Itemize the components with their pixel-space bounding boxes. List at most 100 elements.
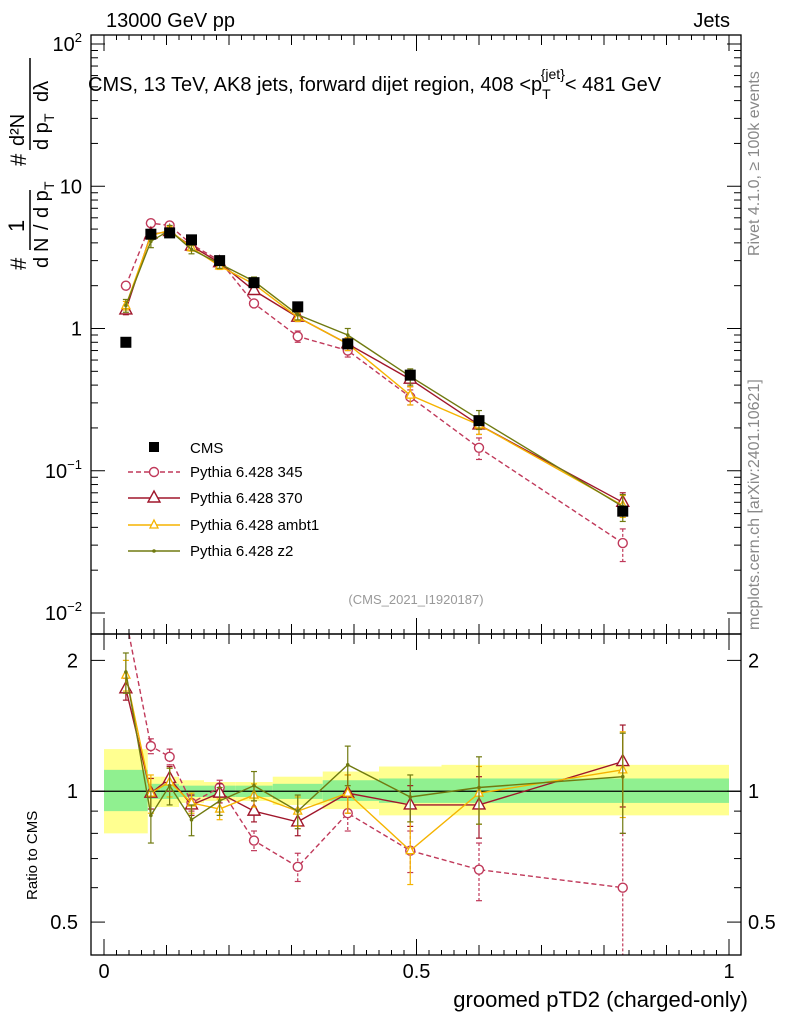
ratio-y-tick-label-left: 1 (67, 781, 78, 803)
analysis-watermark: (CMS_2021_I1920187) (348, 592, 483, 607)
ratio-marker (473, 864, 485, 875)
legend-marker-cms (149, 442, 159, 452)
ratio-marker (408, 795, 413, 799)
main-marker (248, 298, 260, 309)
ratio-marker (167, 783, 172, 788)
main-marker (292, 331, 303, 342)
main-y-tick-label: 1 (71, 319, 82, 341)
ratio-marker (617, 882, 628, 893)
x-axis-label: groomed pTD2 (charged-only) (453, 987, 748, 1012)
cms-data-point (145, 228, 157, 240)
legend-label-345: Pythia 6.428 345 (190, 464, 303, 481)
ratio-y-tick-label-right: 2 (748, 650, 759, 672)
ratio-errorbar (294, 852, 301, 883)
legend-label-370: Pythia 6.428 370 (190, 490, 303, 507)
main-marker (149, 239, 153, 244)
energy-label: 13000 GeV pp (106, 10, 235, 32)
x-tick-label: 1 (723, 961, 734, 983)
svg-text:d p: d p (31, 122, 53, 150)
ratio-errorbar (476, 756, 482, 825)
main-marker (345, 333, 350, 337)
main-y-tick-label: 10−1 (45, 457, 82, 483)
ratio-errorbar (123, 611, 129, 626)
ratio-marker (124, 670, 128, 674)
ratio-marker (246, 802, 262, 816)
ratio-marker (164, 751, 175, 763)
ratio-marker (189, 817, 194, 822)
ratio-line-2 (125, 674, 623, 852)
cms-data-point (473, 415, 485, 427)
ratio-marker (295, 809, 300, 813)
x-tick-label: 0.5 (403, 961, 431, 983)
main-marker (473, 442, 485, 453)
main-marker (617, 537, 628, 549)
svg-text:T: T (41, 113, 57, 122)
ratio-band-inner (104, 769, 148, 812)
x-tick-label: 0 (98, 961, 109, 983)
svg-text:T: T (41, 181, 57, 190)
cms-data-point (164, 227, 176, 239)
svg-text:N: N (31, 238, 53, 252)
ratio-y-axis-label: Ratio to CMS (24, 811, 41, 900)
cms-data-point (292, 301, 304, 313)
main-y-tick-label: 10−2 (45, 599, 82, 625)
svg-text:d²N: d²N (7, 114, 29, 146)
svg-text:#: # (6, 153, 31, 166)
ratio-errorbar (476, 842, 482, 902)
ratio-marker (248, 835, 260, 846)
svg-text:d p: d p (31, 190, 53, 218)
ratio-marker (121, 614, 130, 623)
ratio-marker (292, 861, 303, 873)
ratio-marker (345, 763, 350, 767)
main-plot-title: CMS, 13 TeV, AK8 jets, forward dijet reg… (88, 66, 662, 102)
legend-marker-z2 (152, 549, 156, 553)
ratio-marker (342, 786, 353, 797)
axes-ticks (91, 35, 741, 955)
main-marker (405, 388, 416, 399)
main-series-0 (120, 217, 628, 563)
main-marker (189, 247, 194, 252)
legend-entry-cms: CMS (149, 440, 223, 457)
legend-entry-370: Pythia 6.428 370 (128, 489, 303, 507)
ratio-y-tick-label-left: 2 (67, 650, 78, 672)
main-marker (246, 282, 262, 296)
cms-data-point (214, 255, 226, 267)
ratio-marker (477, 785, 481, 790)
ratio-marker (252, 783, 256, 788)
cms-data-point (404, 369, 416, 381)
main-series-group (118, 217, 630, 563)
ratio-marker (145, 740, 157, 752)
main-y-tick-label: 10 (60, 176, 82, 198)
cms-data-point (617, 505, 629, 517)
ratio-marker (149, 813, 153, 818)
cms-data-point (186, 234, 197, 246)
main-marker (295, 312, 300, 317)
ratio-series-3 (122, 652, 626, 844)
category-label: Jets (693, 10, 730, 32)
legend-entry-z2: Pythia 6.428 z2 (128, 543, 293, 560)
main-plot-frame (90, 34, 742, 635)
legend-marker-370 (146, 489, 162, 503)
cms-data-point (248, 277, 260, 289)
ratio-y-tick-label-right: 0.5 (748, 912, 776, 934)
main-y-tick-label: 102 (53, 30, 82, 56)
svg-text:1: 1 (4, 220, 29, 232)
svg-text:/: / (31, 224, 53, 230)
ratio-errorbar (251, 830, 257, 852)
ratio-series-group (118, 611, 630, 955)
legend-label-ambt1: Pythia 6.428 ambt1 (190, 517, 319, 534)
legend-marker-ambt1 (148, 518, 160, 529)
legend-entry-ambt1: Pythia 6.428 ambt1 (128, 517, 319, 534)
cms-data-point (120, 336, 132, 348)
svg-text:d: d (31, 257, 53, 268)
legend-label-z2: Pythia 6.428 z2 (190, 543, 293, 560)
legend-label-cms: CMS (190, 440, 223, 457)
ratio-errorbar (619, 732, 626, 834)
main-marker (124, 303, 128, 308)
ratio-marker (620, 774, 625, 779)
ratio-y-tick-label-left: 0.5 (50, 912, 78, 934)
tick-labels: 10−2 10−1 1 10 102 0.5 0.5 1 1 2 2 0 0.5 1 (45, 30, 776, 983)
ratio-y-tick-label-right: 1 (748, 781, 759, 803)
ratio-errorbar (619, 832, 626, 955)
